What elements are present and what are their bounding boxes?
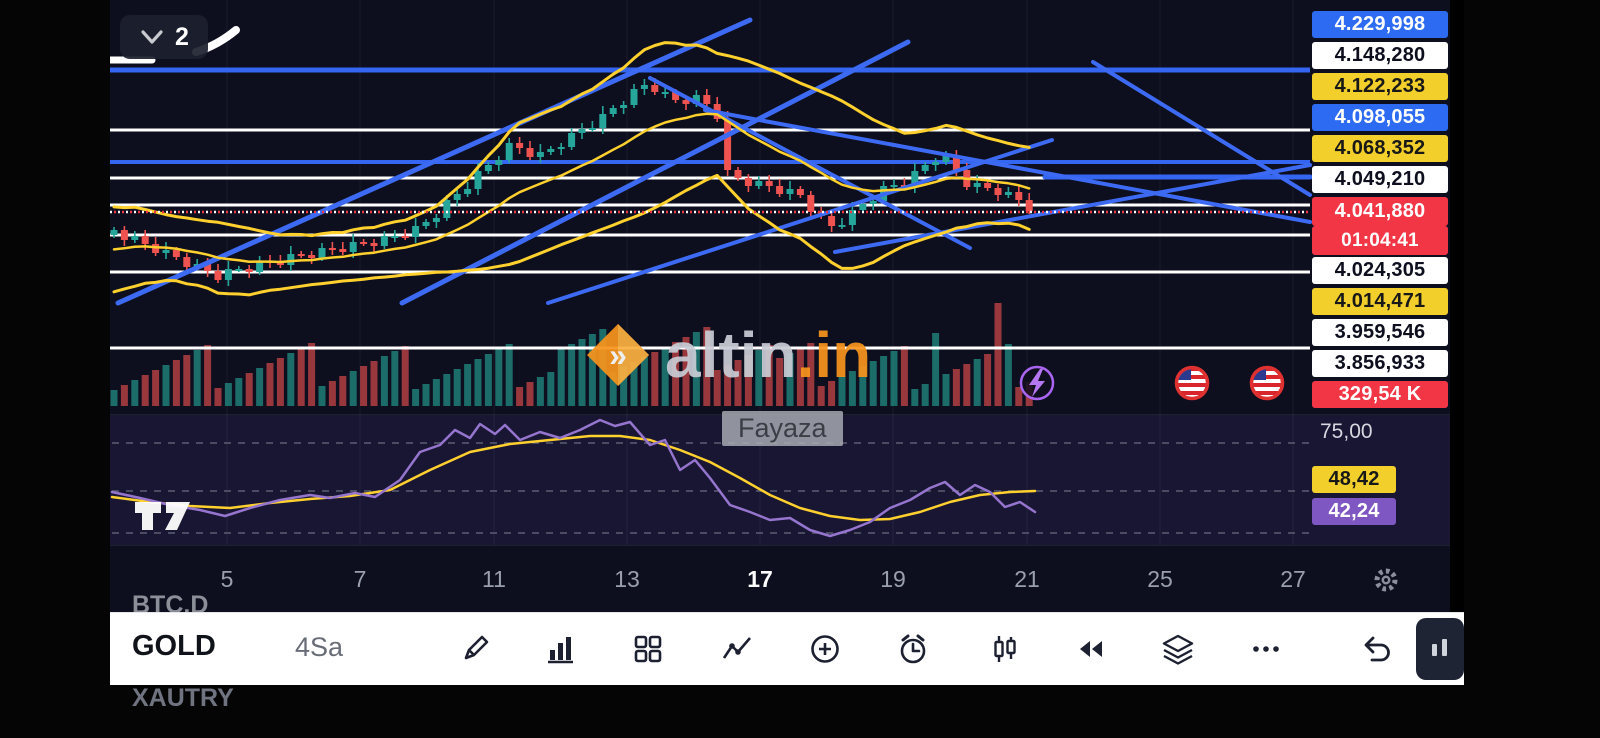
chevron-down-icon: [141, 30, 163, 44]
price-scale-label: 4.229,998: [1312, 11, 1448, 38]
bottom-toolbar: GOLD 4Sa: [110, 612, 1464, 685]
price-scale-label: 4.014,471: [1312, 288, 1448, 315]
time-tick: 7: [353, 566, 367, 592]
price-scale-label: 329,54 K: [1312, 381, 1448, 408]
watchlist-symbol-xautry: XAUTRY: [132, 684, 234, 712]
price-scale-label: 4.041,880: [1312, 197, 1448, 226]
alarm-clock-icon[interactable]: [893, 629, 933, 669]
rsi-level-label: 75,00: [1320, 419, 1373, 443]
time-tick: 21: [1014, 566, 1040, 592]
time-tick: 19: [880, 566, 906, 592]
logo-glyph: »: [609, 337, 627, 373]
bottom-bezel: [0, 684, 1600, 738]
time-tick: 27: [1280, 566, 1306, 592]
add-plus-icon[interactable]: [805, 629, 845, 669]
draw-icon[interactable]: [455, 629, 495, 669]
rsi-value-label: 42,24: [1312, 498, 1396, 525]
bar-chart-icon[interactable]: [540, 629, 580, 669]
us-flag-event-icon[interactable]: [1249, 365, 1285, 401]
layers-icon[interactable]: [1158, 629, 1198, 669]
time-tick: 5: [220, 566, 234, 592]
price-scale-label: 4.024,305: [1312, 257, 1448, 284]
time-axis[interactable]: 5 7 11 13 17 19 21 25 27: [110, 560, 1450, 604]
rewind-icon[interactable]: [1070, 629, 1110, 669]
quick-action-bolt-icon[interactable]: [1019, 365, 1055, 401]
objects-tree-button[interactable]: 2: [120, 15, 208, 59]
price-scale-label: 4.049,210: [1312, 166, 1448, 193]
symbol-button[interactable]: GOLD: [132, 630, 216, 662]
mini-chart-icon: [1432, 639, 1447, 656]
chart-settings-candles-icon[interactable]: [985, 629, 1025, 669]
interval-button[interactable]: 4Sa: [295, 632, 344, 662]
time-tick: 13: [614, 566, 640, 592]
indicators-icon[interactable]: [717, 629, 757, 669]
panel-handle[interactable]: [1416, 618, 1464, 680]
undo-icon[interactable]: [1355, 629, 1395, 669]
rsi-value-label: 48,42: [1312, 466, 1396, 493]
tradingview-logo-icon: [135, 502, 190, 530]
time-tick: 11: [482, 566, 506, 592]
price-scale-label: 01:04:41: [1312, 226, 1448, 255]
price-scale-label: 4.122,233: [1312, 73, 1448, 100]
brand-watermark: » altin.in: [585, 318, 871, 392]
left-bezel: [0, 0, 110, 738]
us-flag-event-icon[interactable]: [1174, 365, 1210, 401]
more-ellipsis-icon[interactable]: [1246, 629, 1286, 669]
price-scale-label: 4.068,352: [1312, 135, 1448, 162]
altin-logo-icon: »: [587, 324, 649, 386]
price-scale-label: 4.098,055: [1312, 104, 1448, 131]
chart-canvas[interactable]: [110, 0, 1310, 612]
price-scale-label: 4.148,280: [1312, 42, 1448, 69]
objects-count: 2: [175, 22, 189, 51]
price-scale[interactable]: 4.229,998 4.148,280 4.122,233 4.098,055 4.06…: [1312, 0, 1452, 612]
right-bezel: [1464, 0, 1600, 738]
price-scale-label: 3.959,546: [1312, 319, 1448, 346]
time-tick: 17: [747, 566, 773, 592]
axis-settings-gear-icon[interactable]: [1366, 560, 1406, 600]
time-tick: 25: [1147, 566, 1173, 592]
price-scale-label: 3.856,933: [1312, 350, 1448, 377]
user-watermark: Fayaza: [722, 411, 843, 446]
layout-grid-icon[interactable]: [628, 629, 668, 669]
watermark-text: altin.in: [665, 319, 872, 391]
